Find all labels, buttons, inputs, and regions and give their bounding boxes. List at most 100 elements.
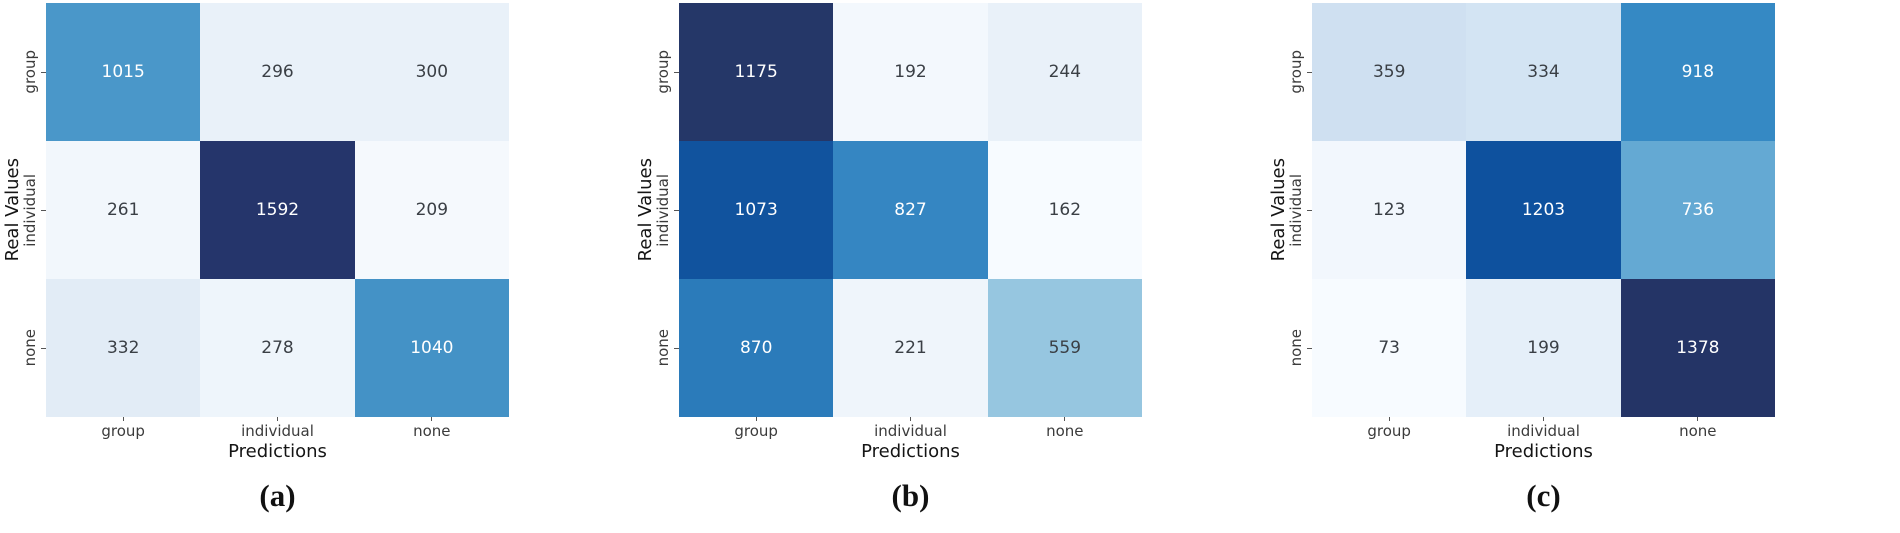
y-tick-individual: individual <box>654 141 679 279</box>
x-tick-label: none <box>1046 422 1084 440</box>
y-tick-none: none <box>21 279 46 417</box>
y-tick-label: group <box>21 50 39 94</box>
y-tick-label: none <box>21 329 39 367</box>
heatmap-grid: 1175 192 244 1073 827 162 870 221 559 <box>679 3 1142 417</box>
x-tick-individual: individual <box>200 417 354 440</box>
x-tick-mark <box>1542 417 1544 421</box>
confusion-matrix-panel-b: Real Values group individual none 1175 192 2… <box>633 0 1266 533</box>
x-tick-label: individual <box>241 422 314 440</box>
heatmap-cell-group-individual: 334 <box>1466 3 1621 141</box>
heatmap-cell-none-individual: 221 <box>833 279 988 417</box>
heatmap-cell-none-group: 73 <box>1312 279 1467 417</box>
x-axis-label: Predictions <box>1494 441 1593 462</box>
x-tick-none: none <box>1621 417 1775 440</box>
heatmap-cell-individual-individual: 1592 <box>200 141 355 279</box>
x-tick-label: group <box>1367 422 1411 440</box>
y-tick-label: individual <box>21 173 39 247</box>
x-tick-mark <box>276 417 278 421</box>
heatmap-cell-none-group: 870 <box>679 279 834 417</box>
y-axis-ticks: group individual none <box>654 3 679 417</box>
heatmap-cell-none-individual: 278 <box>200 279 355 417</box>
y-axis-ticks: group individual none <box>21 3 46 417</box>
y-axis-label: Real Values <box>1 158 23 262</box>
x-tick-group: group <box>679 417 833 440</box>
heatmap-cell-individual-group: 123 <box>1312 141 1467 279</box>
x-tick-individual: individual <box>833 417 987 440</box>
heatmap-cell-group-group: 1175 <box>679 3 834 141</box>
subfigure-caption: (b) <box>891 478 930 513</box>
heatmap-cell-individual-individual: 1203 <box>1466 141 1621 279</box>
heatmap-grid: 1015 296 300 261 1592 209 332 278 1040 <box>46 3 509 417</box>
subfigure-caption: (c) <box>1526 478 1561 513</box>
x-tick-mark <box>1064 417 1066 421</box>
heatmap-cell-individual-group: 1073 <box>679 141 834 279</box>
y-tick-group: group <box>21 3 46 141</box>
y-tick-individual: individual <box>1287 141 1312 279</box>
x-tick-label: group <box>734 422 778 440</box>
heatmap-cell-group-none: 918 <box>1620 3 1775 141</box>
heatmap-cell-individual-none: 209 <box>354 141 509 279</box>
heatmap-cell-individual-group: 261 <box>46 141 201 279</box>
heatmap-cell-group-none: 244 <box>987 3 1142 141</box>
y-tick-group: group <box>654 3 679 141</box>
x-tick-mark <box>1697 417 1699 421</box>
x-tick-group: group <box>46 417 200 440</box>
heatmap-cell-individual-none: 162 <box>987 141 1142 279</box>
y-tick-mark <box>41 209 46 211</box>
heatmap-cell-none-individual: 199 <box>1466 279 1621 417</box>
y-tick-label: individual <box>1287 173 1305 247</box>
y-tick-label: none <box>1287 329 1305 367</box>
x-axis-ticks: group individual none <box>679 417 1142 440</box>
x-tick-mark <box>1388 417 1390 421</box>
heatmap-cell-group-group: 1015 <box>46 3 201 141</box>
x-tick-label: none <box>1679 422 1717 440</box>
subfigure-caption: (a) <box>259 478 296 513</box>
x-tick-individual: individual <box>1466 417 1620 440</box>
x-tick-label: individual <box>874 422 947 440</box>
y-tick-label: group <box>1287 50 1305 94</box>
x-axis-label: Predictions <box>228 441 327 462</box>
confusion-matrix-panel-a: Real Values group individual none 1015 296 3… <box>0 0 633 533</box>
y-tick-individual: individual <box>21 141 46 279</box>
heatmap-cell-group-individual: 192 <box>833 3 988 141</box>
x-tick-mark <box>909 417 911 421</box>
y-tick-none: none <box>654 279 679 417</box>
x-axis-label: Predictions <box>861 441 960 462</box>
x-tick-group: group <box>1312 417 1466 440</box>
y-tick-mark <box>41 347 46 349</box>
x-tick-label: none <box>413 422 451 440</box>
heatmap-cell-individual-none: 736 <box>1620 141 1775 279</box>
heatmap-cell-none-none: 1378 <box>1620 279 1775 417</box>
x-axis-ticks: group individual none <box>46 417 509 440</box>
y-tick-label: group <box>654 50 672 94</box>
y-tick-mark <box>1307 347 1312 349</box>
y-tick-group: group <box>1287 3 1312 141</box>
heatmap-cell-none-none: 1040 <box>354 279 509 417</box>
x-tick-mark <box>431 417 433 421</box>
y-tick-mark <box>674 209 679 211</box>
x-tick-none: none <box>355 417 509 440</box>
y-tick-label: individual <box>654 173 672 247</box>
x-tick-label: individual <box>1507 422 1580 440</box>
y-axis-label: Real Values <box>634 158 656 262</box>
y-tick-none: none <box>1287 279 1312 417</box>
heatmap-cell-none-group: 332 <box>46 279 201 417</box>
y-axis-ticks: group individual none <box>1287 3 1312 417</box>
plot-area-b: Real Values group individual none 1175 192 2… <box>633 3 1266 417</box>
y-tick-mark <box>674 71 679 73</box>
confusion-matrix-panel-c: Real Values group individual none 359 334 91… <box>1266 0 1899 533</box>
plot-area-c: Real Values group individual none 359 334 91… <box>1266 3 1899 417</box>
heatmap-cell-group-none: 300 <box>354 3 509 141</box>
heatmap-cell-none-none: 559 <box>987 279 1142 417</box>
heatmap-cell-group-group: 359 <box>1312 3 1467 141</box>
heatmap-grid: 359 334 918 123 1203 736 73 199 1378 <box>1312 3 1775 417</box>
x-tick-mark <box>122 417 124 421</box>
y-axis-label: Real Values <box>1267 158 1289 262</box>
plot-area-a: Real Values group individual none 1015 296 3… <box>0 3 633 417</box>
y-tick-mark <box>1307 71 1312 73</box>
y-tick-mark <box>41 71 46 73</box>
heatmap-cell-individual-individual: 827 <box>833 141 988 279</box>
y-tick-label: none <box>654 329 672 367</box>
heatmap-cell-group-individual: 296 <box>200 3 355 141</box>
